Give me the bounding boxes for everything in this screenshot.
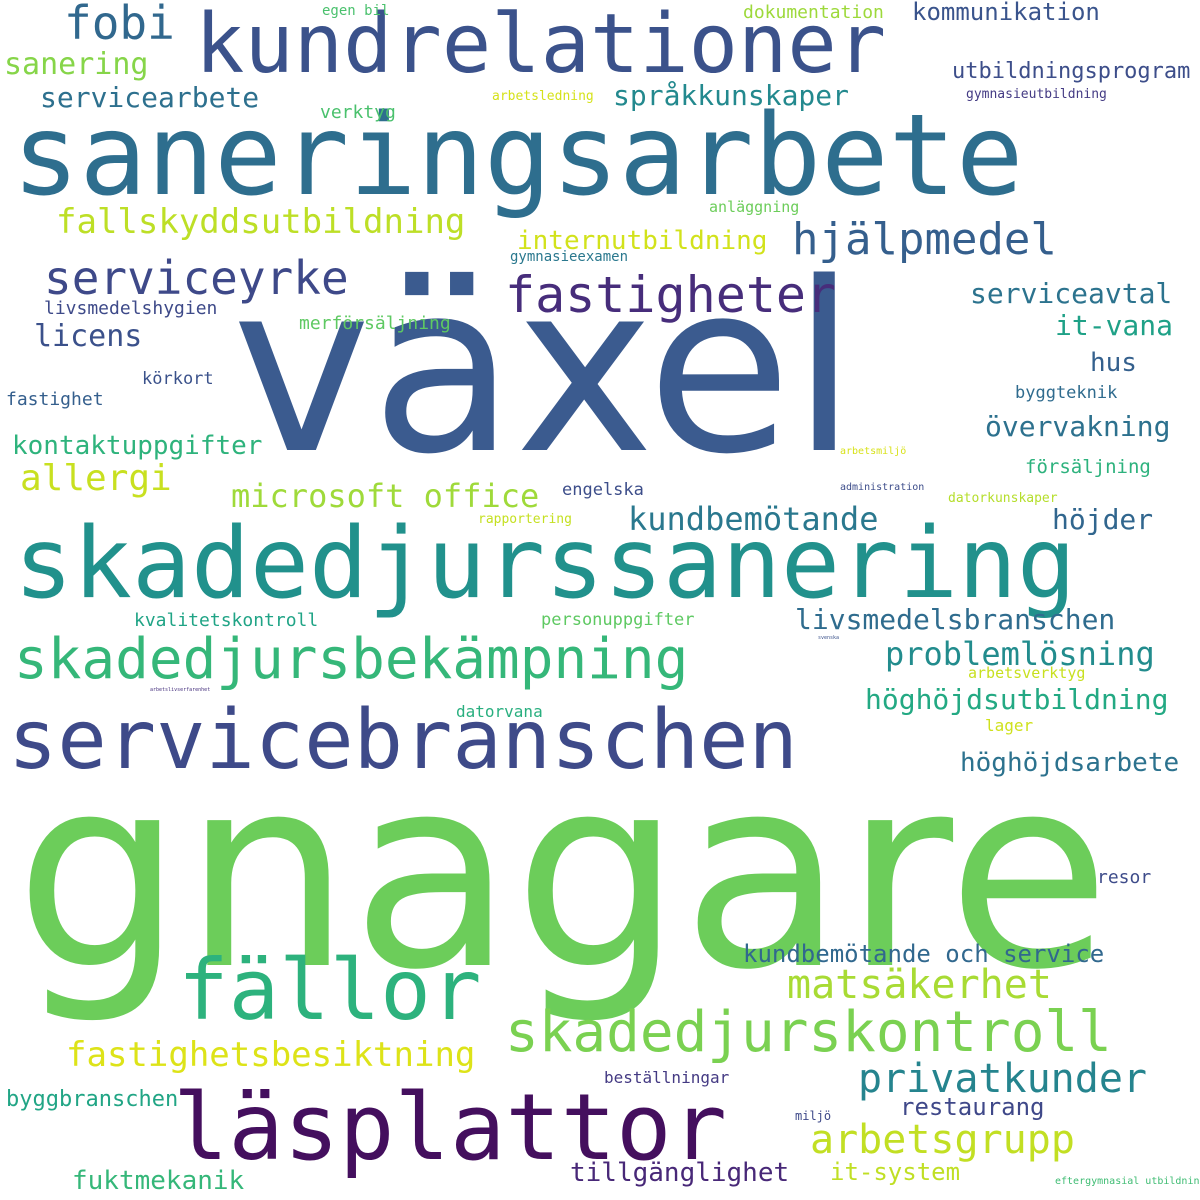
word-skadedjurssanering: skadedjurssanering [14, 507, 1077, 621]
word-dokumentation: dokumentation [743, 2, 884, 23]
word-serviceavtal: serviceavtal [970, 277, 1173, 310]
word-byggbranschen: byggbranschen [6, 1087, 179, 1112]
word-sanering: sanering [4, 47, 149, 82]
word-lasplattor: läsplattor [173, 1074, 727, 1181]
word-gnagare: gnagare [15, 720, 1111, 1028]
word-it-system: it-system [830, 1158, 961, 1186]
word-arbetsmiljo: arbetsmiljö [840, 446, 907, 457]
word-utbildningsprogram: utbildningsprogram [952, 59, 1191, 84]
word-restaurang: restaurang [900, 1093, 1045, 1121]
word-matsakerhet: matsäkerhet [787, 962, 1052, 1008]
word-kundrelationer: kundrelationer [195, 0, 887, 92]
word-resor: resor [1097, 867, 1152, 888]
word-saneringsarbete: saneringsarbete [12, 91, 1024, 221]
word-datorkunskaper: datorkunskaper [948, 491, 1058, 506]
word-skadedjurskontroll: skadedjurskontroll [505, 1000, 1112, 1065]
word-sprakkunskaper: språkkunskaper [613, 79, 850, 112]
word-arbetsverktyg: arbetsverktyg [968, 664, 1086, 682]
word-problemlosning: problemlösning [885, 635, 1155, 673]
word-tillganglighet: tillgänglighet [570, 1158, 790, 1188]
word-administration: administration [840, 482, 925, 493]
word-serviceyrke: serviceyrke [44, 251, 349, 305]
word-allergi: allergi [20, 458, 172, 499]
word-kundbemotande-och-service: kundbemötande och service [743, 940, 1105, 968]
word-egen-bil: egen bil [322, 3, 390, 19]
word-fastighet: fastighet [6, 389, 104, 410]
word-livsmedelsbranschen: livsmedelsbranschen [795, 603, 1116, 636]
word-verktyg: verktyg [320, 102, 396, 123]
word-it-vana: it-vana [1055, 309, 1174, 342]
word-lager: lager [985, 716, 1034, 735]
word-bestallningar: beställningar [604, 1068, 730, 1087]
word-internutbildning: internutbildning [517, 226, 768, 256]
word-hojder: höjder [1052, 503, 1154, 536]
word-korkort: körkort [142, 369, 214, 389]
word-merforsaljning: merförsäljning [299, 313, 451, 334]
word-byggteknik: byggteknik [1015, 383, 1118, 403]
word-hoghojdsutbildning: höghöjdsutbildning [865, 683, 1169, 716]
word-gymnasieutbildning: gymnasieutbildning [966, 87, 1107, 102]
word-livsmedelshygien: livsmedelshygien [44, 298, 218, 319]
word-forsaljning: försäljning [1025, 456, 1151, 478]
word-fuktmekanik: fuktmekanik [72, 1166, 245, 1196]
word-skadedjursbekampning: skadedjursbekämpning [14, 627, 689, 692]
word-personuppgifter: personuppgifter [541, 610, 695, 630]
word-hoghojdsarbete: höghöjdsarbete [960, 748, 1180, 778]
word-svenska: svenska [818, 635, 840, 641]
word-arbetsledning: arbetsledning [492, 89, 594, 104]
word-hjalpmedel: hjälpmedel [792, 214, 1057, 265]
word-servicebranschen: servicebranschen [8, 693, 798, 788]
word-overvakning: övervakning [985, 410, 1171, 443]
word-datorvana: datorvana [456, 702, 543, 721]
word-anlaggning: anläggning [709, 198, 800, 216]
word-kommunikation: kommunikation [912, 0, 1100, 26]
word-fastigheter: fastigheter [505, 266, 837, 324]
word-kontaktuppgifter: kontaktuppgifter [12, 431, 263, 461]
word-rapportering: rapportering [478, 512, 572, 527]
word-kvalitetskontroll: kvalitetskontroll [134, 610, 319, 631]
word-fobi: fobi [64, 0, 175, 50]
word-fallskyddsutbildning: fallskyddsutbildning [56, 202, 466, 242]
word-fastighetsbesiktning: fastighetsbesiktning [66, 1035, 476, 1075]
word-engelska: engelska [562, 480, 644, 500]
word-gymnasieexamen: gymnasieexamen [510, 249, 629, 265]
word-arbetslivserfarenhet: arbetslivserfarenhet [150, 687, 211, 693]
word-vaxel: växel [232, 233, 857, 506]
word-servicearbete: servicearbete [40, 81, 260, 114]
word-arbetsgrupp: arbetsgrupp [810, 1117, 1075, 1163]
word-hus: hus [1090, 348, 1137, 378]
word-fallor: fällor [178, 941, 482, 1039]
word-miljo: miljö [795, 1109, 832, 1123]
word-kundbemotande: kundbemötande [628, 500, 879, 538]
word-privatkunder: privatkunder [858, 1056, 1147, 1102]
word-eftergymnasial-utbildning: eftergymnasial utbildning [1055, 1176, 1200, 1187]
word-licens: licens [34, 319, 143, 354]
word-microsoft-office: microsoft office [231, 477, 540, 515]
